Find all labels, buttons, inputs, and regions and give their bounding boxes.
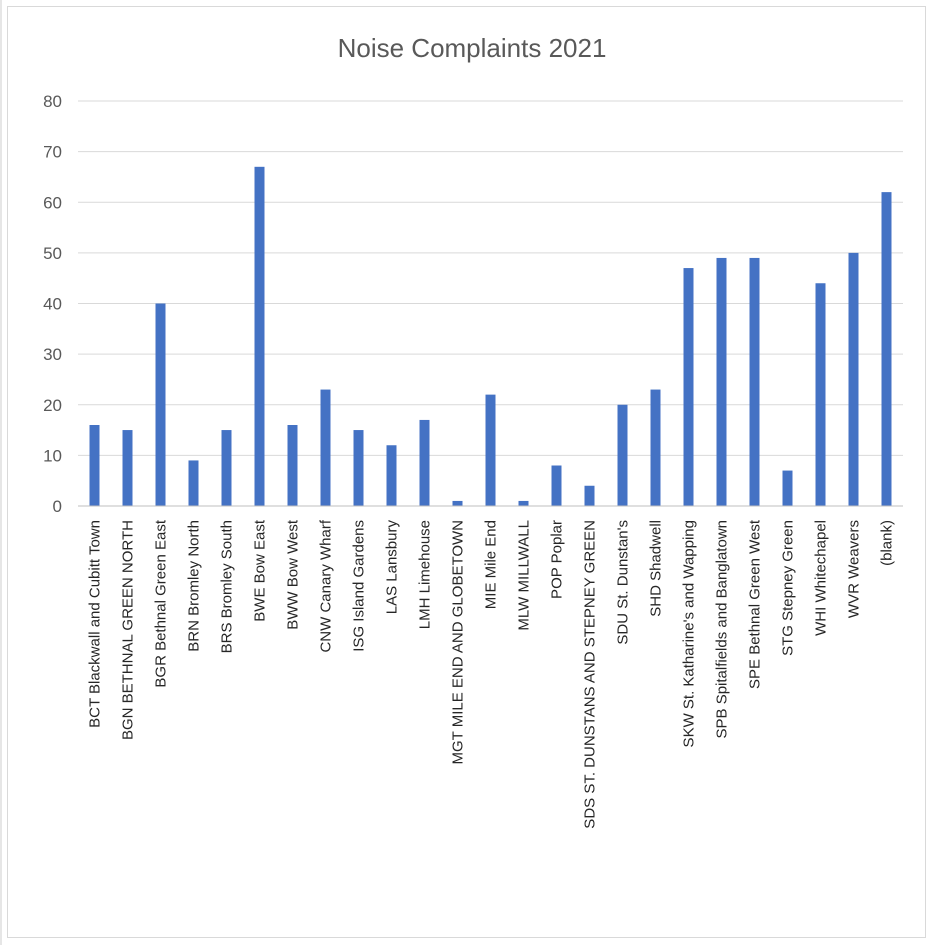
category-label: ISG Island Gardens: [351, 520, 368, 652]
category-label: SKW St. Katharine's and Wapping: [681, 520, 698, 747]
category-label: WVR Weavers: [846, 520, 863, 618]
bar: [650, 389, 661, 506]
category-label: BRS Bromley South: [219, 520, 236, 653]
category-label: CNW Canary Wharf: [318, 519, 335, 652]
category-label: BGN BETHNAL GREEN NORTH: [120, 520, 137, 740]
bar: [518, 500, 529, 506]
bar: [617, 404, 628, 506]
y-tick-label: 10: [43, 446, 62, 465]
bar: [320, 389, 331, 506]
category-label: MIE Mile End: [483, 520, 500, 609]
bar: [155, 303, 166, 506]
category-label: LMH Limehouse: [417, 520, 434, 629]
left-edge-line: [0, 0, 2, 945]
bar: [188, 460, 199, 506]
bar: [221, 430, 232, 506]
bar: [683, 268, 694, 506]
category-label: SDU St. Dunstan's: [615, 520, 632, 645]
bar: [287, 425, 298, 506]
bar: [848, 252, 859, 506]
y-axis-ticks: 0 10 20 30 40 50 60 70 80: [43, 92, 62, 516]
bars: [89, 166, 892, 506]
y-tick-label: 30: [43, 345, 62, 364]
bar: [782, 470, 793, 506]
bar: [89, 425, 100, 506]
y-tick-label: 20: [43, 396, 62, 415]
bar: [386, 445, 397, 506]
category-label: WHI Whitechapel: [813, 520, 830, 636]
y-tick-label: 70: [43, 143, 62, 162]
y-tick-label: 80: [43, 92, 62, 111]
category-label: POP Poplar: [549, 520, 566, 599]
category-label: BWW Bow West: [285, 519, 302, 630]
category-label: BGR Bethnal Green East: [153, 519, 170, 687]
bar: [716, 257, 727, 506]
category-label: SPE Bethnal Green West: [747, 519, 764, 689]
bar: [419, 419, 430, 506]
category-label: BCT Blackwall and Cubitt Town: [87, 520, 104, 728]
bar: [815, 283, 826, 506]
bar: [881, 192, 892, 506]
category-label: LAS Lansbury: [384, 520, 401, 615]
bar: [254, 166, 265, 506]
category-label: MGT MILE END AND GLOBETOWN: [450, 520, 467, 764]
y-tick-label: 0: [53, 497, 62, 516]
category-label: SHD Shadwell: [648, 520, 665, 617]
category-label: STG Stepney Green: [780, 520, 797, 656]
y-tick-label: 60: [43, 193, 62, 212]
category-labels: BCT Blackwall and Cubitt Town BGN BETHNAL…: [87, 519, 896, 829]
bar: [353, 430, 364, 506]
category-label: (blank): [879, 520, 896, 566]
bar: [749, 257, 760, 506]
category-label: BRN Bromley North: [186, 520, 203, 652]
category-label: MLW MILLWALL: [516, 520, 533, 631]
y-tick-label: 50: [43, 244, 62, 263]
chart-title: Noise Complaints 2021: [338, 33, 607, 63]
bar: [584, 485, 595, 506]
bar: [485, 394, 496, 506]
bar: [452, 500, 463, 506]
bar: [551, 465, 562, 506]
category-label: SDS ST. DUNSTANS AND STEPNEY GREEN: [582, 520, 599, 829]
category-label: BWE Bow East: [252, 519, 269, 622]
bar: [122, 430, 133, 506]
category-label: SPB Spitalfields and Banglatown: [714, 520, 731, 738]
y-tick-label: 40: [43, 295, 62, 314]
